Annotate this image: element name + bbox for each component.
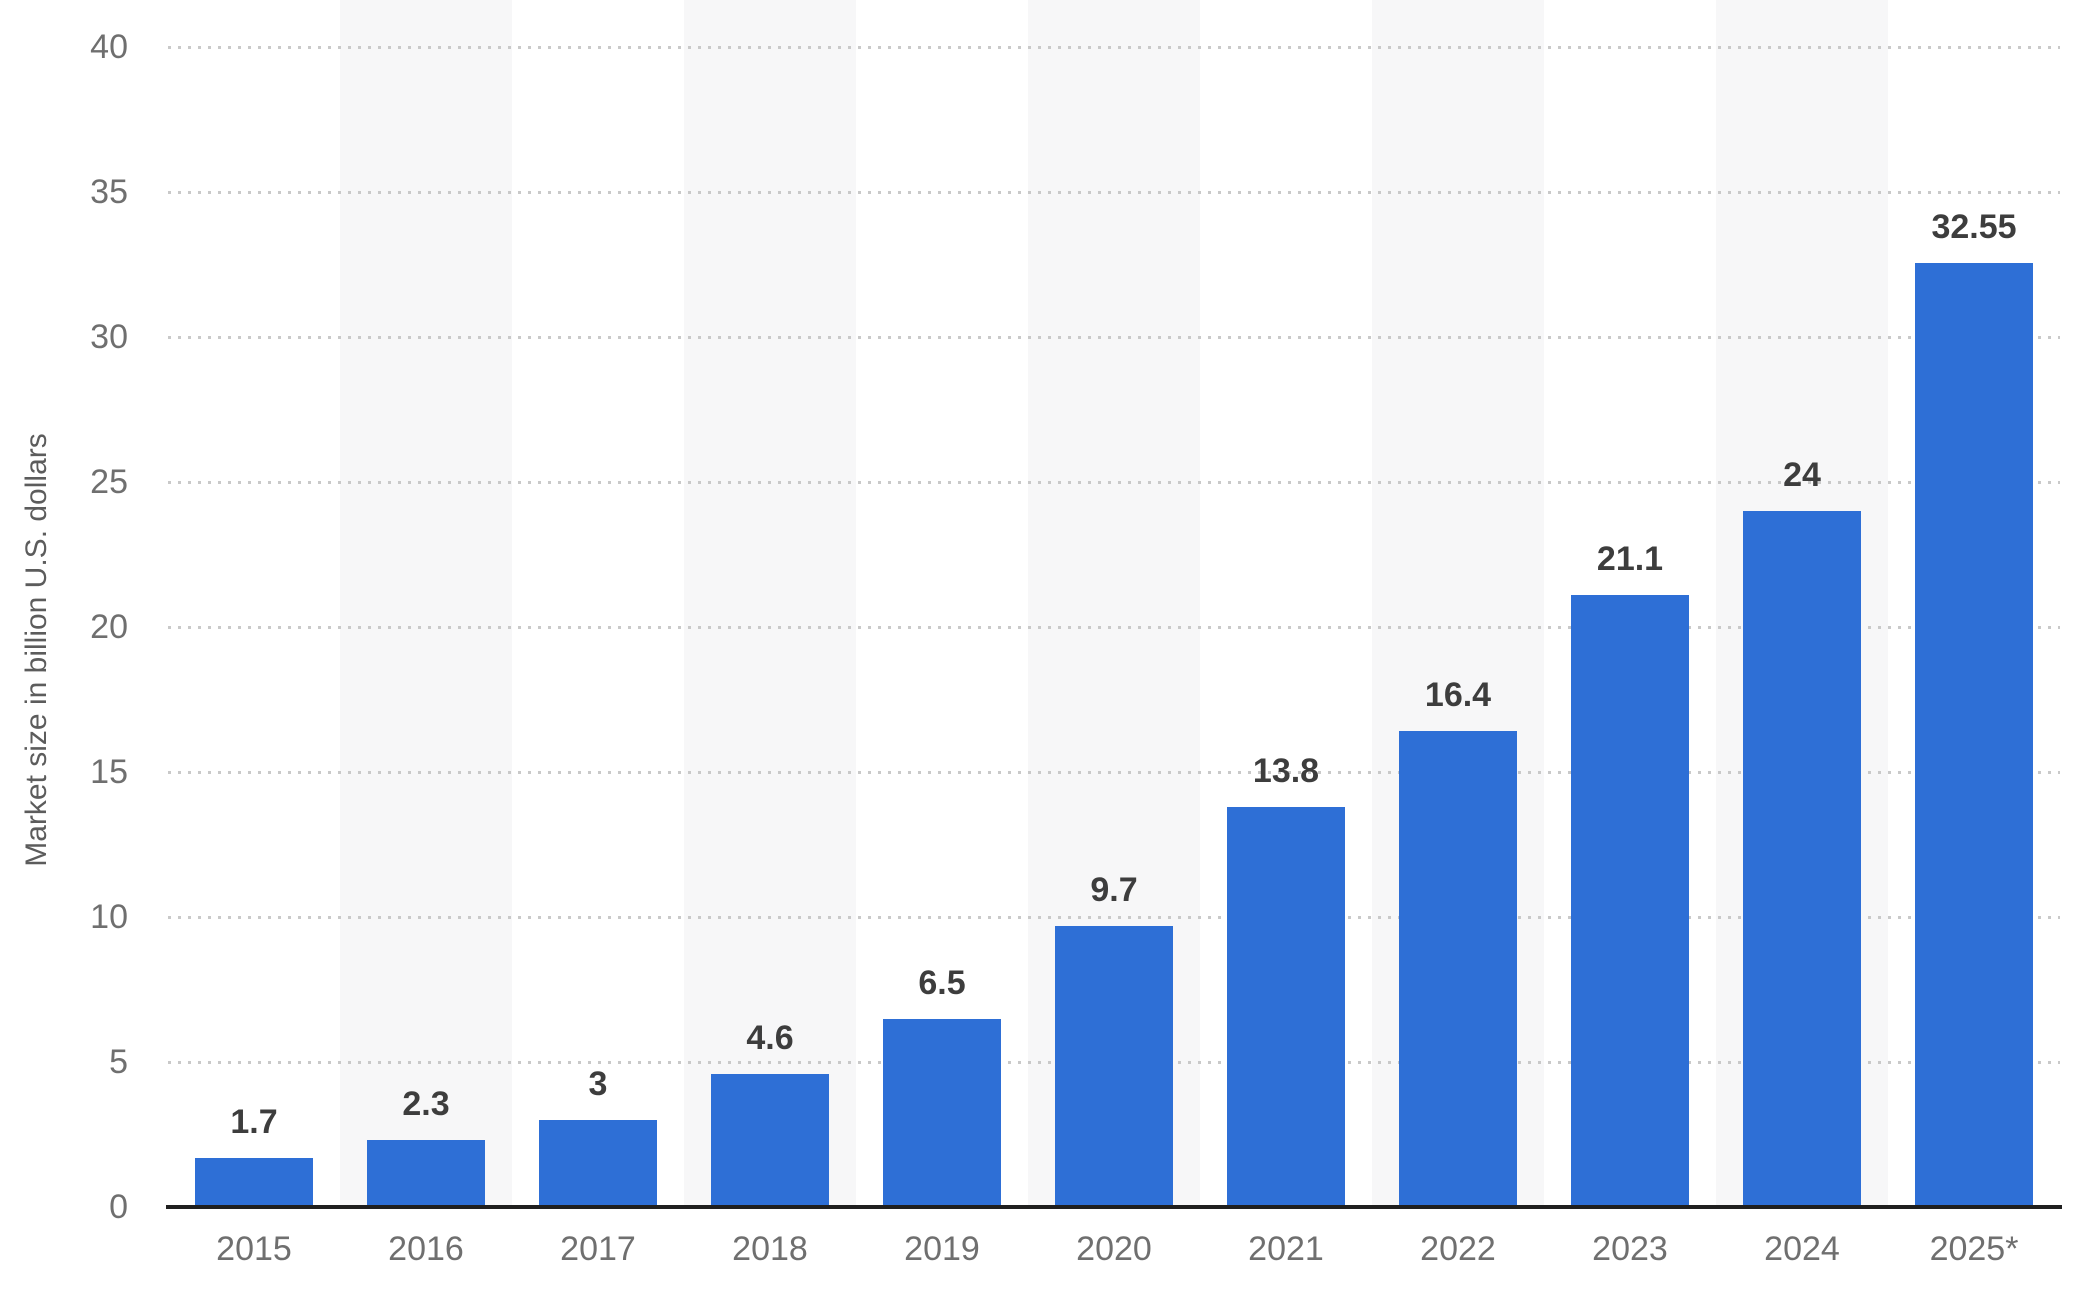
column-2019: 6.5 2019 bbox=[856, 0, 1028, 1268]
column-2023: 21.1 2023 bbox=[1544, 0, 1716, 1268]
y-tick-label-40: 40 bbox=[90, 28, 128, 66]
column-2017: 3 2017 bbox=[512, 0, 684, 1268]
x-tick-label-2021: 2021 bbox=[1248, 1230, 1324, 1268]
value-label-2025*: 32.55 bbox=[1931, 208, 2017, 247]
x-tick-label-2018: 2018 bbox=[732, 1230, 808, 1268]
gridline-35 bbox=[168, 191, 2060, 194]
y-tick-label-25: 25 bbox=[90, 463, 128, 501]
y-tick-label-5: 5 bbox=[109, 1043, 128, 1081]
column-band-2016 bbox=[340, 0, 512, 1207]
gridline-40 bbox=[168, 46, 2060, 49]
bar-2016[interactable] bbox=[367, 1140, 485, 1207]
x-tick-label-2019: 2019 bbox=[904, 1230, 980, 1268]
value-label-2019: 6.5 bbox=[918, 963, 966, 1002]
x-tick-label-2025*: 2025* bbox=[1929, 1230, 2019, 1268]
value-label-2017: 3 bbox=[588, 1065, 608, 1103]
y-tick-label-35: 35 bbox=[90, 173, 128, 211]
value-label-2020: 9.7 bbox=[1090, 870, 1138, 909]
value-label-2022: 16.4 bbox=[1424, 676, 1492, 715]
x-tick-label-2020: 2020 bbox=[1076, 1230, 1152, 1268]
column-2021: 13.8 2021 bbox=[1200, 0, 1372, 1268]
bar-2017[interactable] bbox=[539, 1120, 657, 1207]
bar-2021[interactable] bbox=[1227, 806, 1345, 1207]
column-2024: 24 2024 bbox=[1716, 0, 1888, 1268]
value-label-2016: 2.3 bbox=[402, 1085, 450, 1124]
bar-2022[interactable] bbox=[1399, 731, 1517, 1207]
x-tick-label-2024: 2024 bbox=[1764, 1230, 1840, 1268]
value-label-2023: 21.1 bbox=[1596, 540, 1664, 579]
bar-2020[interactable] bbox=[1055, 925, 1173, 1207]
x-axis-line bbox=[166, 1205, 2062, 1209]
gridline-10 bbox=[168, 916, 2060, 919]
y-tick-label-30: 30 bbox=[90, 318, 128, 356]
x-tick-label-2017: 2017 bbox=[560, 1230, 636, 1268]
bar-2018[interactable] bbox=[711, 1073, 829, 1207]
y-tick-label-10: 10 bbox=[90, 898, 128, 936]
bar-2023[interactable] bbox=[1571, 595, 1689, 1207]
column-2015: 1.7 2015 bbox=[168, 0, 340, 1268]
gridline-30 bbox=[168, 336, 2060, 339]
column-2020: 9.7 2020 bbox=[1028, 0, 1200, 1268]
gridline-20 bbox=[168, 626, 2060, 629]
gridline-25 bbox=[168, 481, 2060, 484]
y-tick-label-20: 20 bbox=[90, 608, 128, 646]
y-tick-label-15: 15 bbox=[90, 753, 128, 791]
x-tick-label-2015: 2015 bbox=[216, 1230, 292, 1268]
x-tick-label-2022: 2022 bbox=[1420, 1230, 1496, 1268]
y-tick-label-0: 0 bbox=[109, 1188, 128, 1226]
bar-2025*[interactable] bbox=[1915, 263, 2033, 1207]
bar-2015[interactable] bbox=[195, 1157, 313, 1207]
bar-2024[interactable] bbox=[1743, 511, 1861, 1207]
y-axis-title: Market size in billion U.S. dollars bbox=[20, 433, 53, 867]
value-label-2021: 13.8 bbox=[1252, 751, 1320, 790]
value-label-2015: 1.7 bbox=[230, 1102, 278, 1141]
column-2022: 16.4 2022 bbox=[1372, 0, 1544, 1268]
column-2025*: 32.55 2025* bbox=[1888, 0, 2060, 1268]
value-label-2018: 4.6 bbox=[746, 1018, 794, 1057]
x-tick-label-2016: 2016 bbox=[388, 1230, 464, 1268]
column-band-2018 bbox=[684, 0, 856, 1207]
column-2016: 2.3 2016 bbox=[340, 0, 512, 1268]
x-tick-label-2023: 2023 bbox=[1592, 1230, 1668, 1268]
value-label-2024: 24 bbox=[1783, 456, 1821, 494]
bar-2019[interactable] bbox=[883, 1018, 1001, 1207]
gridline-15 bbox=[168, 771, 2060, 774]
column-2018: 4.6 2018 bbox=[684, 0, 856, 1268]
